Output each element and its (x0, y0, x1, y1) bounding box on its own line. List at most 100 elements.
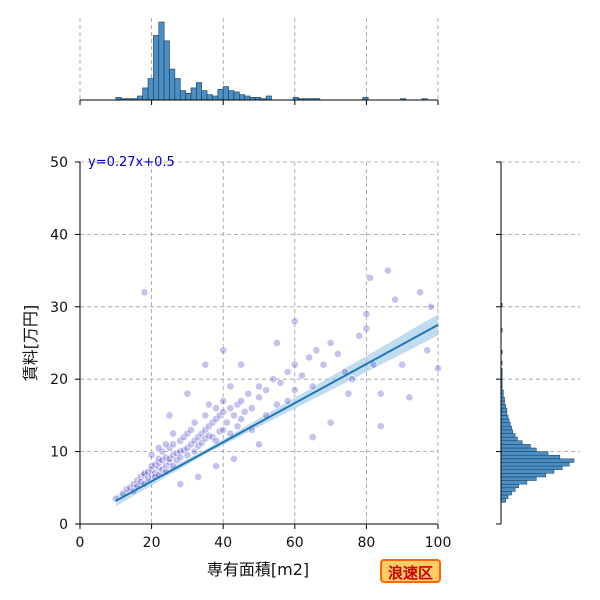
y-axis-label: 賃料[万円] (21, 305, 40, 382)
data-point (230, 454, 238, 463)
right-hist-bar (500, 454, 561, 460)
data-point (333, 349, 342, 358)
data-point (262, 386, 271, 394)
data-point (176, 480, 185, 489)
top-hist-bar (228, 90, 235, 101)
right-hist-bar (500, 404, 506, 409)
top-hist-bar (201, 90, 208, 101)
data-point (201, 411, 210, 420)
data-point (247, 404, 256, 413)
data-point (201, 360, 210, 369)
data-point (405, 393, 414, 402)
top-hist-bar (244, 95, 251, 101)
y-tick-label: 40 (50, 227, 68, 243)
top-hist-bar (206, 94, 213, 101)
right-hist-bar (500, 429, 514, 434)
data-point (219, 425, 228, 434)
data-point (154, 444, 163, 452)
right-hist-bar (500, 494, 509, 499)
top-hist-bar (142, 87, 149, 101)
right-hist-bar (500, 411, 508, 416)
data-point (237, 360, 245, 369)
data-point (222, 418, 231, 427)
data-point (383, 266, 392, 275)
x-axis-label: 専有面積[m2] (207, 560, 309, 579)
right-hist-bar (500, 415, 509, 420)
y-tick-label: 50 (50, 155, 68, 171)
data-point (219, 397, 228, 405)
y-tick-label: 10 (50, 445, 68, 461)
top-hist-bar (179, 90, 186, 101)
data-point (212, 436, 220, 445)
data-point (219, 346, 228, 355)
data-point (344, 389, 353, 398)
data-point (237, 397, 245, 405)
data-point (169, 440, 177, 449)
data-point (244, 389, 253, 398)
top-hist-bar (174, 78, 181, 101)
data-point (398, 360, 407, 369)
x-tick-label: 40 (214, 535, 232, 551)
data-point (219, 407, 228, 416)
data-point (147, 451, 156, 460)
data-point (290, 386, 299, 394)
x-tick-label: 80 (357, 535, 375, 551)
data-point (183, 451, 192, 460)
data-point (298, 371, 306, 380)
data-point (240, 407, 249, 416)
tick-labels: 0 20 40 60 80 100 0 10 20 30 40 50 (50, 155, 451, 551)
right-hist-bar (500, 447, 537, 452)
data-point (283, 368, 292, 376)
data-point (308, 433, 317, 442)
data-point (376, 389, 385, 398)
right-hist-bar (500, 498, 506, 503)
top-hist-bar (233, 91, 240, 101)
data-point (233, 422, 242, 431)
top-histogram (79, 18, 439, 105)
data-point (162, 440, 170, 449)
y-tick-label: 0 (59, 517, 68, 533)
top-hist-bar (265, 95, 272, 101)
right-hist-bar (500, 462, 570, 467)
data-point (423, 346, 432, 355)
regression-confidence-band (115, 314, 439, 507)
right-hist-bar (500, 422, 511, 427)
data-point (319, 360, 328, 369)
data-point (212, 462, 220, 470)
data-point (226, 429, 235, 438)
x-tick-label: 20 (143, 535, 161, 551)
right-hist-bar (500, 400, 505, 405)
top-hist-bar (212, 95, 219, 101)
data-point (416, 288, 424, 297)
right-hist-bar (500, 440, 523, 445)
top-hist-bar (136, 95, 143, 101)
data-point (165, 411, 174, 420)
data-point (187, 425, 195, 434)
data-point (190, 447, 199, 456)
top-hist-bar (153, 35, 160, 101)
right-hist-bar (500, 491, 512, 496)
ward-badge: 浪速区 (380, 559, 442, 583)
right-hist-bar (500, 433, 516, 438)
data-point (204, 400, 213, 409)
top-hist-bar (163, 40, 170, 101)
data-point (283, 397, 292, 405)
data-point (362, 324, 371, 333)
right-hist-bar (500, 469, 555, 474)
data-point (272, 400, 281, 409)
data-point (176, 453, 185, 462)
data-point (183, 389, 192, 398)
data-point (290, 317, 299, 326)
x-tick-label: 100 (425, 535, 452, 551)
right-hist-bar (500, 451, 549, 456)
right-hist-bar (500, 483, 519, 489)
data-point (348, 375, 356, 384)
x-tick-label: 60 (286, 535, 304, 551)
data-point (290, 360, 299, 369)
data-point (308, 382, 317, 391)
right-hist-bar (500, 473, 546, 478)
data-point (376, 422, 385, 431)
right-hist-bar (500, 458, 575, 463)
data-point (391, 295, 399, 304)
